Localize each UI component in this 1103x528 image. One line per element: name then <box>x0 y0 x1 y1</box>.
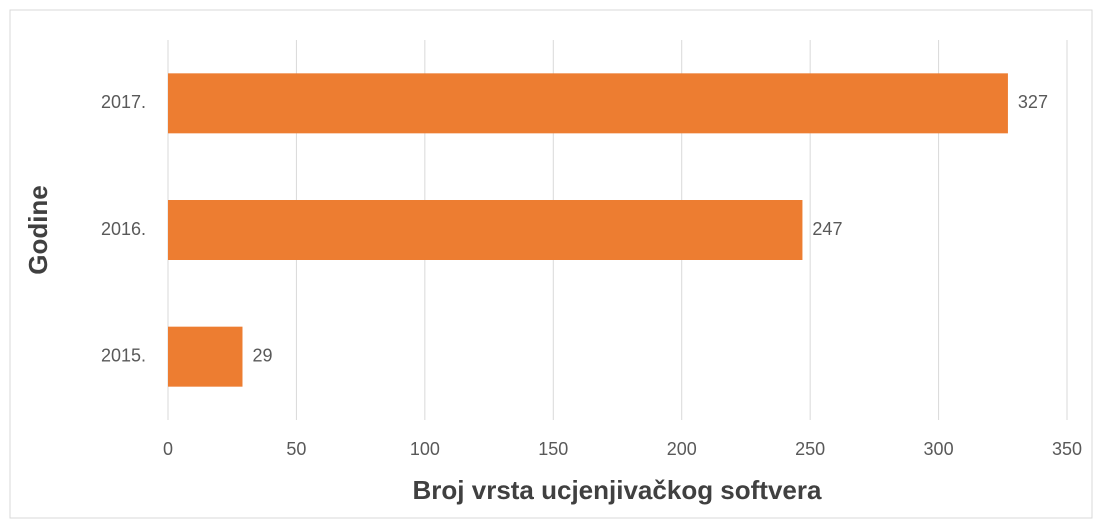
bar <box>168 200 803 260</box>
data-label: 247 <box>812 219 842 239</box>
y-axis-title: Godine <box>23 185 53 275</box>
x-tick-label: 0 <box>163 439 173 459</box>
data-label: 327 <box>1018 92 1048 112</box>
y-tick-label: 2017. <box>101 92 146 112</box>
x-tick-label: 250 <box>795 439 825 459</box>
y-tick-label: 2015. <box>101 345 146 365</box>
x-tick-label: 300 <box>924 439 954 459</box>
x-tick-label: 350 <box>1052 439 1082 459</box>
x-tick-label: 200 <box>667 439 697 459</box>
x-tick-label: 100 <box>410 439 440 459</box>
data-label: 29 <box>252 345 272 365</box>
x-tick-label: 150 <box>538 439 568 459</box>
x-tick-label: 50 <box>286 439 306 459</box>
bar <box>168 326 243 387</box>
y-tick-label: 2016. <box>101 219 146 239</box>
bar <box>168 73 1008 134</box>
x-axis-title: Broj vrsta ucjenjivačkog softvera <box>413 475 822 505</box>
